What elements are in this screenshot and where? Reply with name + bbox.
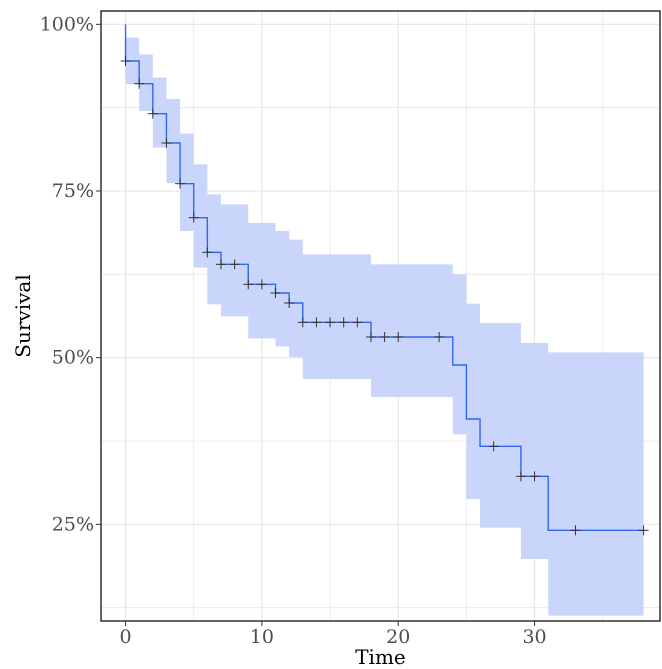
censor-mark <box>270 288 281 298</box>
y-tick-label: 50% <box>52 347 94 369</box>
censor-mark <box>488 441 499 452</box>
censor-mark <box>325 317 336 328</box>
censor-mark <box>393 332 404 342</box>
x-axis-title: Time <box>355 645 406 669</box>
y-tick-label: 100% <box>40 13 94 35</box>
censor-mark <box>338 317 349 328</box>
censor-mark <box>161 138 172 148</box>
censor-mark <box>311 317 322 328</box>
censor-mark <box>284 298 295 308</box>
censor-mark <box>379 332 390 342</box>
y-axis: 25% 50% 75% 100% <box>40 13 101 535</box>
x-tick-label: 0 <box>119 626 131 648</box>
x-tick-label: 10 <box>250 626 274 648</box>
censor-mark <box>297 317 308 328</box>
censor-mark <box>175 178 186 189</box>
censor-mark <box>638 525 649 536</box>
y-axis-title: Survival <box>11 274 35 357</box>
censor-mark <box>434 332 445 342</box>
censor-mark <box>570 525 581 536</box>
censor-mark <box>365 332 376 342</box>
censor-mark <box>256 279 267 290</box>
censor-mark <box>529 471 540 482</box>
censor-mark <box>215 259 226 270</box>
y-tick-label: 75% <box>52 180 94 202</box>
survival-curve <box>124 24 644 532</box>
x-tick-label: 20 <box>386 626 410 648</box>
y-tick-label: 25% <box>52 513 94 535</box>
x-axis: 0 10 20 30 <box>119 621 547 648</box>
censor-mark <box>188 212 199 223</box>
censor-mark <box>229 259 240 270</box>
plot-frame <box>100 10 661 622</box>
confidence-band <box>125 24 644 616</box>
x-tick-label: 30 <box>522 626 546 648</box>
censor-mark <box>202 247 213 258</box>
censor-mark <box>515 471 526 482</box>
censor-mark <box>120 56 131 66</box>
censor-mark <box>243 279 254 290</box>
censor-mark <box>134 78 145 89</box>
censor-marks <box>120 56 649 536</box>
censor-mark <box>352 317 363 328</box>
censor-mark <box>147 108 158 119</box>
